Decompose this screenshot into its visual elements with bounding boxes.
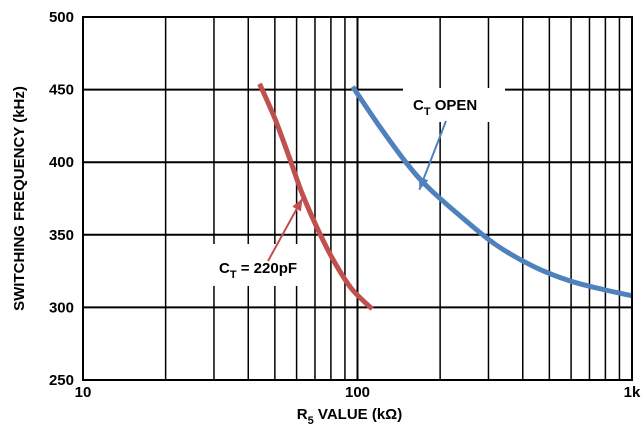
annotation-arrow-line	[418, 120, 447, 191]
x-tick-label: 100	[345, 384, 370, 401]
annotation-box	[208, 244, 314, 286]
y-tick-label: 300	[49, 299, 74, 316]
y-tick-label: 350	[49, 227, 74, 244]
annotation-label: CT = 220pF	[219, 260, 297, 281]
series-layer	[257, 82, 633, 311]
series-line-2	[350, 85, 633, 299]
grid	[82, 16, 633, 381]
series-line-1	[257, 82, 374, 311]
y-tick-label: 500	[49, 9, 74, 26]
annotation-arrowhead	[419, 176, 429, 190]
x-tick-label: 10	[75, 384, 92, 401]
x-tick-label: 1k	[624, 384, 641, 401]
y-tick-label: 250	[49, 372, 74, 389]
y-axis-label: SWITCHING FREQUENCY (kHz)	[11, 86, 28, 311]
y-tick-label: 450	[49, 82, 74, 99]
plot-frame	[82, 16, 633, 381]
annotation-layer: CT = 220pF CT OPEN	[208, 88, 505, 286]
annotation-label: CT OPEN	[413, 97, 477, 118]
tick-labels: 250 300 350 400 450 500 10 100 1k	[49, 9, 641, 401]
annotation-arrowhead	[292, 198, 303, 212]
x-axis-label: R5 VALUE (kΩ)	[297, 406, 402, 427]
y-tick-label: 400	[49, 154, 74, 171]
annotation-box	[403, 88, 505, 122]
